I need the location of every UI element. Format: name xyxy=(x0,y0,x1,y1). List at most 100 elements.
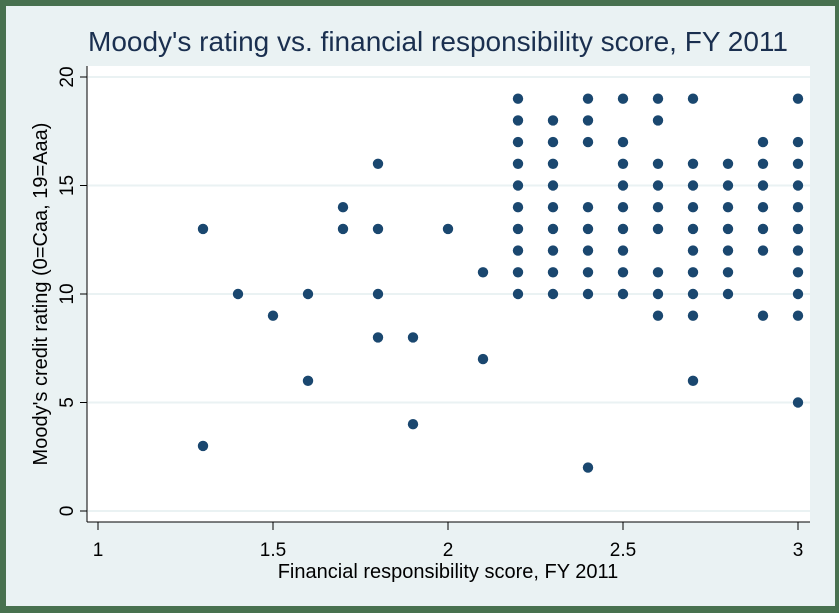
data-point xyxy=(512,223,524,235)
data-point xyxy=(477,267,489,278)
data-point xyxy=(757,158,769,169)
data-point xyxy=(617,180,629,191)
x-axis-title: Financial responsibility score, FY 2011 xyxy=(278,561,619,583)
data-point xyxy=(792,202,804,213)
data-point xyxy=(582,136,594,148)
data-points xyxy=(197,93,804,473)
data-point xyxy=(757,310,769,321)
data-point xyxy=(582,462,594,473)
x-tick-label: 1 xyxy=(93,540,104,561)
data-point xyxy=(547,223,559,235)
data-point xyxy=(617,136,629,148)
y-tick-label: 5 xyxy=(57,397,78,408)
data-point xyxy=(652,115,664,126)
data-point xyxy=(547,245,559,256)
data-point xyxy=(687,245,699,256)
data-point xyxy=(477,353,489,365)
data-point xyxy=(757,223,769,235)
data-point xyxy=(512,158,524,169)
data-point xyxy=(547,202,559,213)
chart-title: Moody's rating vs. financial responsibil… xyxy=(88,26,788,57)
x-tick-label: 2.5 xyxy=(610,540,636,561)
data-point xyxy=(687,158,699,169)
data-point xyxy=(337,202,349,213)
data-point xyxy=(512,202,524,213)
data-point xyxy=(582,223,594,235)
data-point xyxy=(757,202,769,213)
data-point xyxy=(652,202,664,213)
data-point xyxy=(652,288,664,300)
data-point xyxy=(617,202,629,213)
data-point xyxy=(757,245,769,256)
data-point xyxy=(652,158,664,169)
data-point xyxy=(652,223,664,235)
data-point xyxy=(792,223,804,235)
data-point xyxy=(722,267,734,278)
data-point xyxy=(547,180,559,191)
data-point xyxy=(792,180,804,191)
data-point xyxy=(722,180,734,191)
data-point xyxy=(267,310,279,321)
data-point xyxy=(792,288,804,300)
y-axis-title: Moody's credit rating (0=Caa, 19=Aaa) xyxy=(30,123,52,466)
data-point xyxy=(372,223,384,235)
data-point xyxy=(512,93,524,104)
data-point xyxy=(687,375,699,386)
data-point xyxy=(512,115,524,126)
data-point xyxy=(687,180,699,191)
data-point xyxy=(652,93,664,104)
data-point xyxy=(302,375,314,386)
data-point xyxy=(687,202,699,213)
data-point xyxy=(792,136,804,148)
data-point xyxy=(372,332,384,343)
data-point xyxy=(302,288,314,300)
data-point xyxy=(792,93,804,104)
data-point xyxy=(232,288,244,300)
x-tick-label: 2 xyxy=(443,540,454,561)
y-tick-label: 10 xyxy=(57,283,78,304)
data-point xyxy=(372,158,384,169)
data-point xyxy=(687,310,699,321)
data-point xyxy=(337,223,349,235)
y-tick-label: 15 xyxy=(57,175,78,196)
data-point xyxy=(197,223,209,235)
data-point xyxy=(442,223,454,235)
x-tick-label: 3 xyxy=(793,540,804,561)
data-point xyxy=(547,115,559,126)
data-point xyxy=(512,245,524,256)
data-point xyxy=(582,267,594,278)
data-point xyxy=(687,267,699,278)
data-point xyxy=(617,223,629,235)
y-tick-label: 0 xyxy=(57,506,78,517)
data-point xyxy=(512,267,524,278)
data-point xyxy=(372,288,384,300)
data-point xyxy=(547,158,559,169)
data-point xyxy=(722,158,734,169)
data-point xyxy=(407,419,419,430)
data-point xyxy=(512,136,524,148)
data-point xyxy=(687,223,699,235)
y-tick-label: 20 xyxy=(57,66,78,87)
data-point xyxy=(722,202,734,213)
data-point xyxy=(722,245,734,256)
data-point xyxy=(757,180,769,191)
data-point xyxy=(757,136,769,148)
data-point xyxy=(512,288,524,300)
data-point xyxy=(582,115,594,126)
data-point xyxy=(197,440,209,452)
data-point xyxy=(582,245,594,256)
data-point xyxy=(617,93,629,104)
data-point xyxy=(792,397,804,408)
data-point xyxy=(652,267,664,278)
data-point xyxy=(617,158,629,169)
data-point xyxy=(792,245,804,256)
data-point xyxy=(407,332,419,343)
data-point xyxy=(687,288,699,300)
data-point xyxy=(617,267,629,278)
data-point xyxy=(687,93,699,104)
data-point xyxy=(652,180,664,191)
data-point xyxy=(617,245,629,256)
data-point xyxy=(582,202,594,213)
data-point xyxy=(547,267,559,278)
data-point xyxy=(547,136,559,148)
